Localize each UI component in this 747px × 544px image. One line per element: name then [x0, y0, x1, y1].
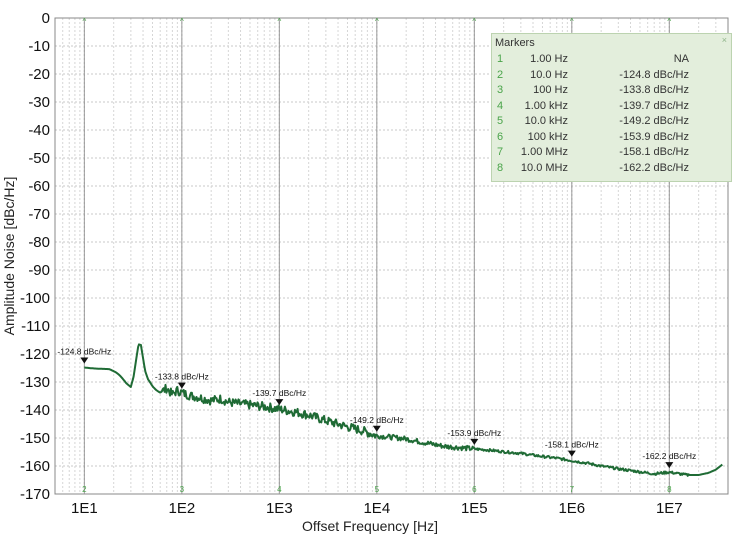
- marker-row-frequency: 100 kHz: [527, 130, 568, 143]
- marker-row-frequency: 100 Hz: [533, 84, 568, 96]
- marker-number: 8: [667, 485, 672, 494]
- y-tick-label: -30: [28, 94, 50, 111]
- marker-row-value: -133.8 dBc/Hz: [619, 84, 689, 96]
- marker-value-label: -153.9 dBc/Hz: [447, 428, 501, 438]
- marker-triangle-icon: [567, 450, 576, 457]
- y-tick-label: -130: [20, 374, 50, 391]
- y-tick-label: 0: [42, 10, 50, 27]
- marker-triangle-icon: [372, 425, 381, 432]
- x-tick-label: 1E6: [558, 500, 585, 517]
- marker-row: 5 10.0 kHz -149.2 dBc/Hz: [492, 115, 733, 131]
- marker-row-number: 2: [497, 68, 504, 81]
- x-tick-label: 1E1: [71, 500, 98, 517]
- x-tick-label: 1E5: [461, 500, 488, 517]
- marker-value-label: -139.7 dBc/Hz: [252, 388, 306, 398]
- marker-value-label: -149.2 dBc/Hz: [350, 415, 404, 425]
- y-tick-label: -140: [20, 402, 50, 419]
- marker-row-frequency: 10.0 MHz: [520, 161, 568, 174]
- marker-triangle-icon: [275, 399, 284, 406]
- noise-series-line: [84, 343, 723, 477]
- marker-row-value: -139.7 dBc/Hz: [619, 99, 689, 112]
- y-tick-label: -80: [28, 234, 50, 251]
- marker-row: 7 1.00 MHz -158.1 dBc/Hz: [492, 146, 733, 162]
- markers-panel-title: Markers: [495, 37, 535, 49]
- y-tick-label: -50: [28, 150, 50, 167]
- marker-triangle-icon: [80, 357, 89, 364]
- y-tick-label: -60: [28, 178, 50, 195]
- marker-row-frequency: 1.00 Hz: [530, 53, 568, 65]
- marker-top-caret: ^: [180, 17, 184, 26]
- y-tick-labels: 0 -10 -20 -30 -40 -50 -60 -70 -80 -90 -100 -110 -120…: [20, 10, 50, 503]
- marker-row-frequency: 10.0 Hz: [530, 68, 568, 81]
- x-tick-label: 1E4: [363, 500, 390, 517]
- y-tick-label: -150: [20, 430, 50, 447]
- x-tick-label: 1E3: [266, 500, 293, 517]
- marker-top-caret: ^: [82, 17, 86, 26]
- marker-triangle-icon: [470, 438, 479, 445]
- x-axis-label: Offset Frequency [Hz]: [302, 518, 438, 534]
- marker-row: 3 100 Hz -133.8 dBc/Hz: [492, 84, 733, 100]
- y-axis-label: Amplitude Noise [dBc/Hz]: [1, 177, 17, 336]
- marker-number: 3: [180, 485, 185, 494]
- y-tick-label: -120: [20, 346, 50, 363]
- y-tick-label: -20: [28, 66, 50, 83]
- marker-top-caret: ^: [667, 17, 671, 26]
- y-tick-label: -110: [21, 318, 50, 335]
- marker-value-label: -133.8 dBc/Hz: [155, 372, 209, 382]
- marker-top-caret: ^: [277, 17, 281, 26]
- marker-row-number: 6: [497, 130, 504, 143]
- marker-row-value: -153.9 dBc/Hz: [619, 130, 689, 143]
- marker-top-caret: ^: [570, 17, 574, 26]
- y-tick-label: -170: [20, 486, 50, 503]
- marker-top-caret: ^: [375, 17, 379, 26]
- y-tick-label: -160: [20, 458, 50, 475]
- marker-row-value: -149.2 dBc/Hz: [619, 115, 689, 127]
- x-tick-label: 1E2: [168, 500, 195, 517]
- marker-row: 2 10.0 Hz -124.8 dBc/Hz: [492, 69, 733, 85]
- marker-row-number: 7: [497, 146, 504, 158]
- y-tick-label: -90: [28, 262, 50, 279]
- close-icon[interactable]: ×: [721, 35, 727, 45]
- marker-row-value: -162.2 dBc/Hz: [619, 161, 689, 174]
- y-tick-label: -70: [28, 206, 50, 223]
- marker-row-value: -124.8 dBc/Hz: [619, 68, 689, 81]
- marker-row-value: NA: [673, 53, 689, 65]
- marker-triangle-icon: [177, 382, 186, 389]
- marker-value-label: -158.1 dBc/Hz: [545, 440, 599, 450]
- marker-row-number: 1: [497, 53, 504, 65]
- y-tick-label: -10: [28, 38, 50, 55]
- marker-row-number: 4: [497, 99, 504, 112]
- marker-number: 7: [570, 485, 575, 494]
- marker-number: 6: [472, 485, 477, 494]
- y-tick-label: -40: [28, 122, 50, 139]
- marker-row: 6 100 kHz -153.9 dBc/Hz: [492, 131, 733, 147]
- marker-row-number: 3: [497, 84, 504, 96]
- marker-row-number: 5: [497, 115, 504, 127]
- marker-row-frequency: 1.00 kHz: [524, 99, 568, 112]
- marker-value-label: -124.8 dBc/Hz: [57, 346, 111, 356]
- marker-row: 1 1.00 Hz NA: [492, 53, 733, 69]
- marker-row: 8 10.0 MHz -162.2 dBc/Hz: [492, 162, 733, 178]
- marker-value-label: -162.2 dBc/Hz: [642, 451, 696, 461]
- y-tick-label: -100: [20, 290, 50, 307]
- markers-panel: Markers × 1 1.00 Hz NA 2 10.0 Hz -124.8 dBc/H…: [491, 33, 732, 182]
- marker-number: 4: [277, 485, 282, 494]
- marker-row-frequency: 1.00 MHz: [520, 146, 568, 158]
- marker-row: 4 1.00 kHz -139.7 dBc/Hz: [492, 100, 733, 116]
- marker-number: 2: [82, 485, 87, 494]
- marker-top-caret: ^: [472, 17, 476, 26]
- marker-number: 5: [375, 485, 380, 494]
- marker-row-frequency: 10.0 kHz: [524, 115, 568, 127]
- plot-frame: [54, 17, 729, 495]
- grid-lines: [54, 17, 729, 495]
- marker-row-value: -158.1 dBc/Hz: [619, 146, 689, 158]
- marker-triangle-icon: [665, 462, 674, 469]
- x-tick-label: 1E7: [656, 500, 683, 517]
- x-tick-labels: 1E1 1E2 1E3 1E4 1E5 1E6 1E7: [71, 500, 683, 517]
- marker-annotations: -124.8 dBc/Hz -133.8 dBc/Hz -139.7 dBc/Hz -…: [57, 346, 696, 469]
- marker-row-number: 8: [497, 161, 504, 174]
